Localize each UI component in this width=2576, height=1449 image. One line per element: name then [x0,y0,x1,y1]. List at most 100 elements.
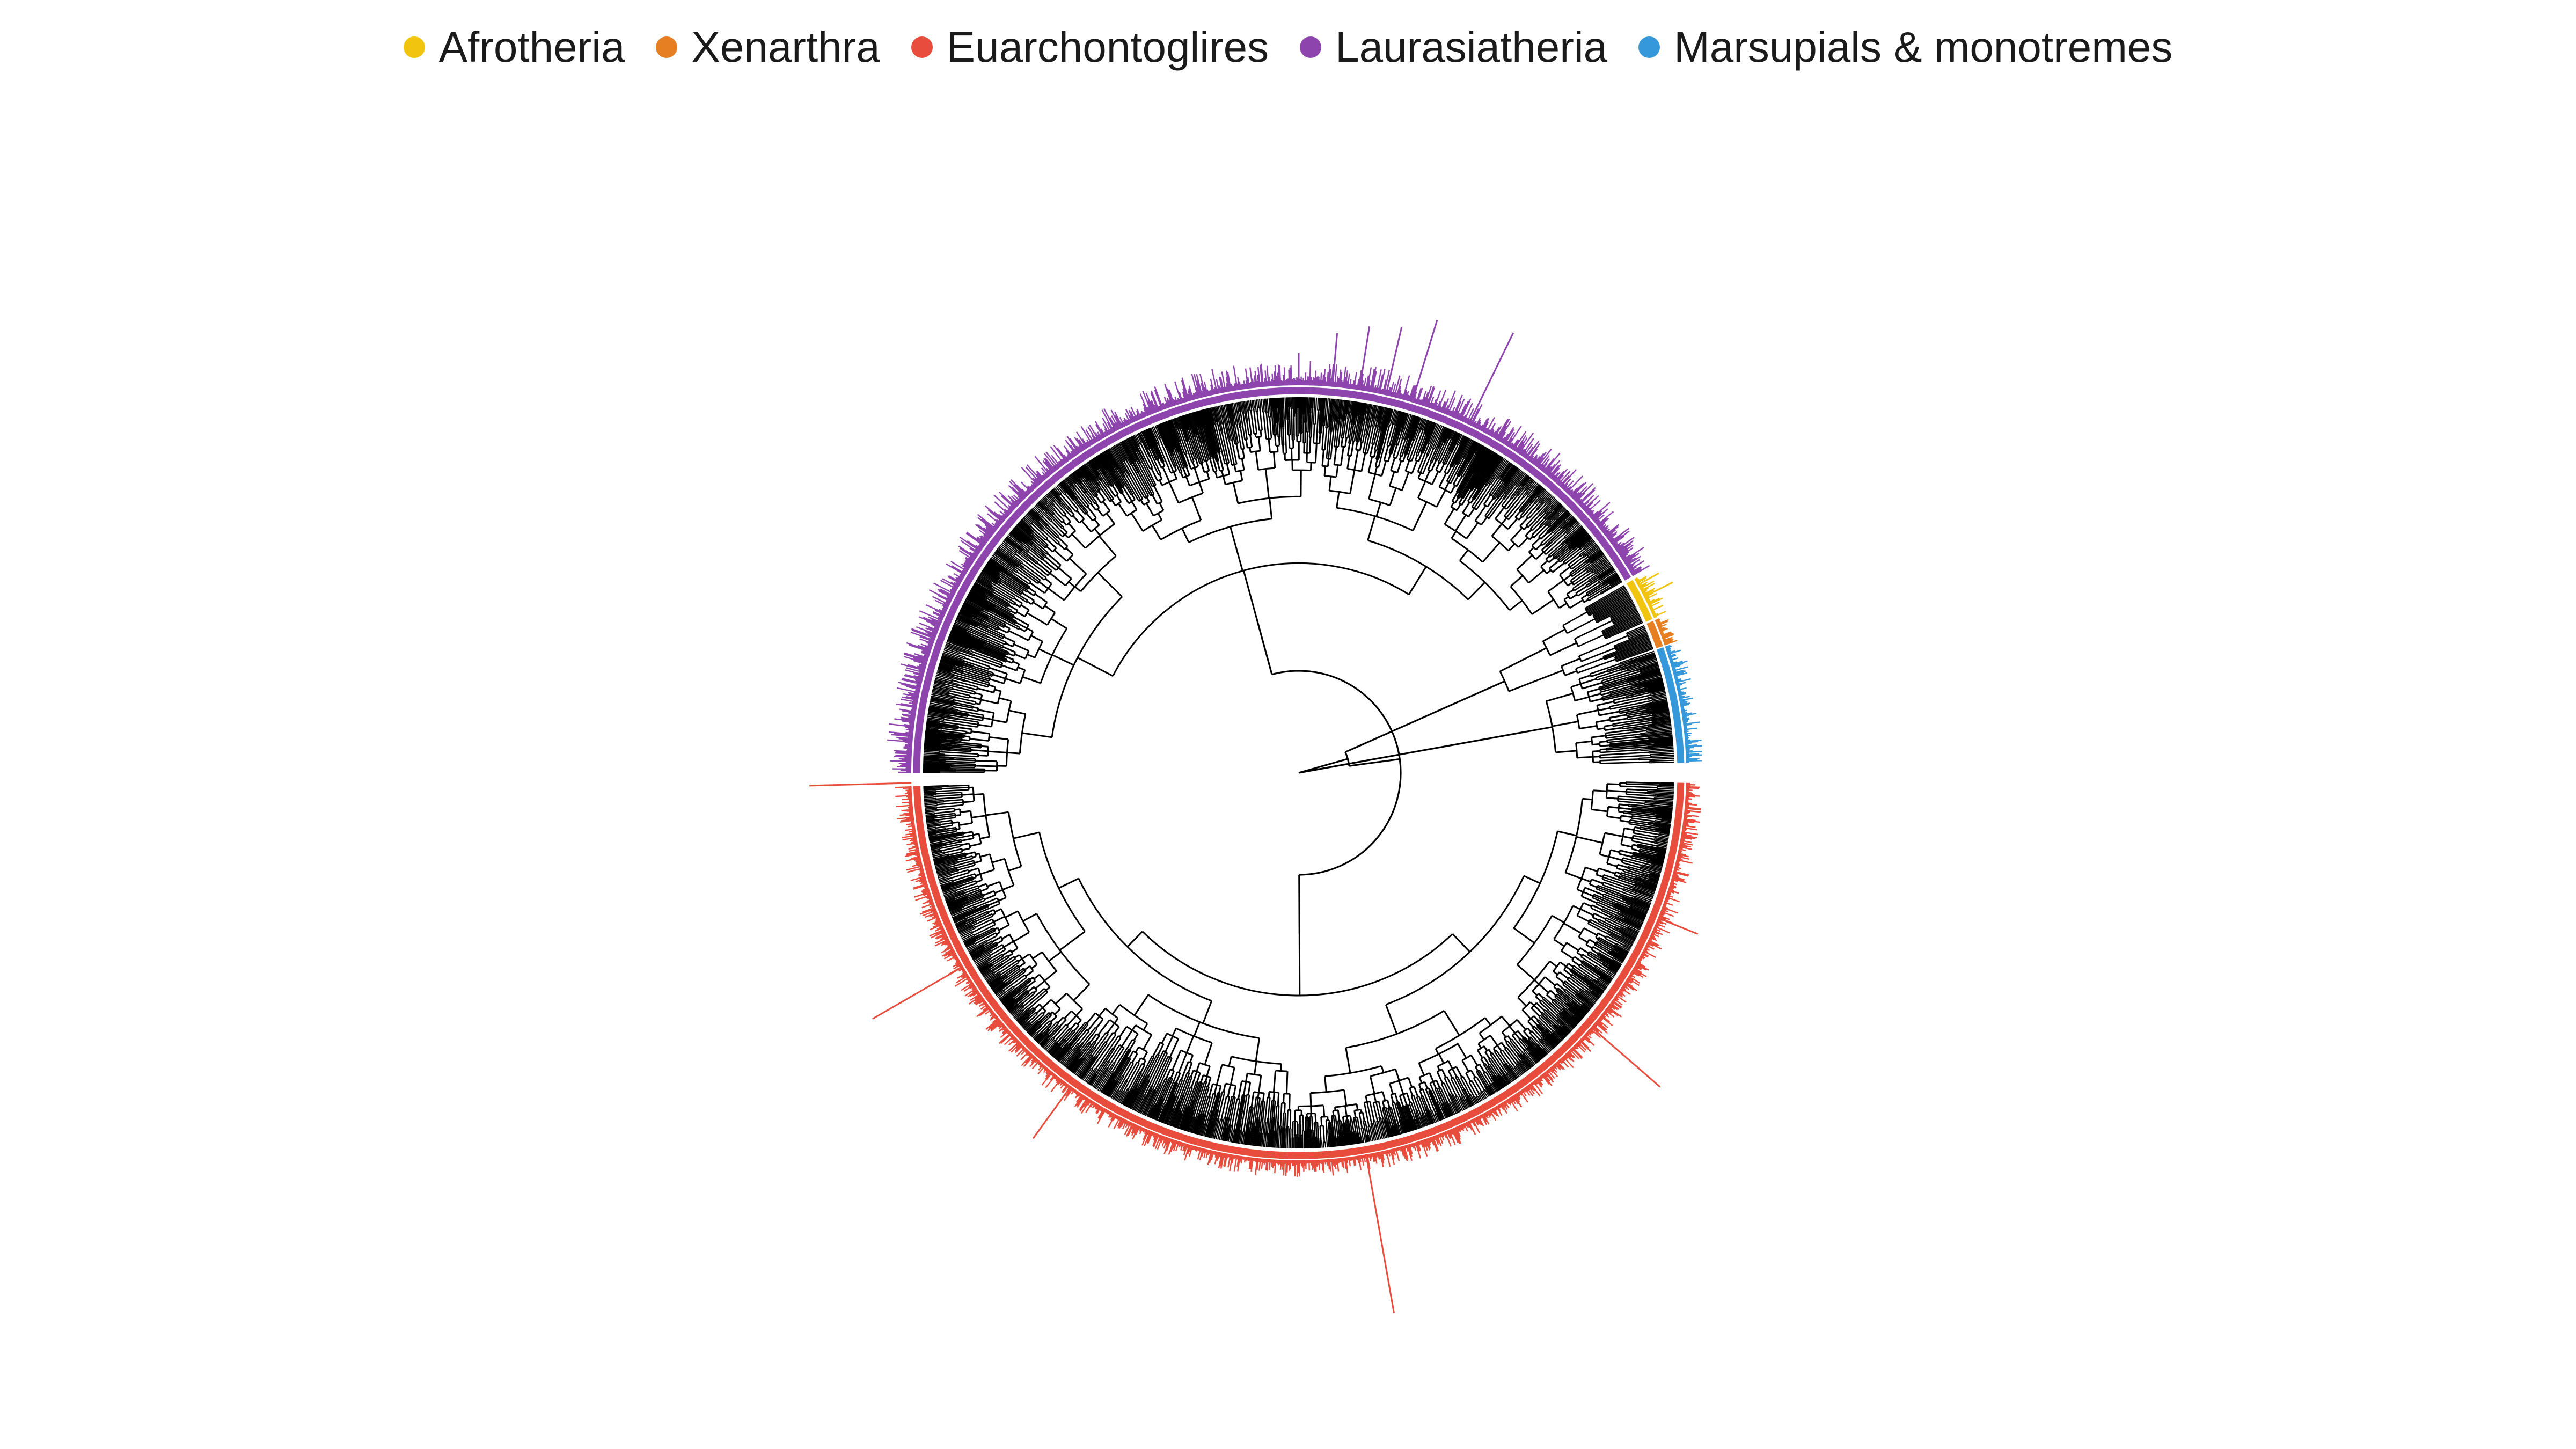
branch-arc [1053,501,1056,503]
branch [1483,1045,1488,1051]
branch-arc [1457,474,1460,478]
branch [987,881,1000,887]
branch-arc [1259,429,1262,431]
branch [1262,1093,1265,1102]
branch [1389,1083,1394,1094]
branch [1457,1043,1467,1059]
branch [1521,1009,1532,1020]
branch [960,843,970,846]
tip-branch [1501,1075,1509,1086]
branch [1596,888,1623,900]
branch [1555,990,1575,1007]
branch [1417,472,1422,479]
branch-arc [1158,473,1161,476]
tip-branch [1552,1033,1562,1043]
tip-branch [1660,831,1670,834]
branch [1565,872,1582,880]
tip-branch [1497,1078,1504,1088]
tip-branch [1648,821,1671,826]
branch-arc [1370,455,1374,458]
branch [1133,1033,1139,1041]
branch [1342,1116,1345,1124]
branch-arc [985,883,989,889]
branch-arc [983,592,985,594]
branch [1365,1095,1368,1102]
branch [1543,1011,1560,1027]
branch-arc [999,974,1002,976]
branch [1538,1024,1550,1037]
tip-branch [1607,930,1634,945]
tip-branch [1534,1049,1543,1059]
branch-arc [1555,1014,1558,1016]
branch [1631,840,1657,847]
branch-arc [1017,960,1020,963]
tip-branch [1538,1049,1546,1057]
branch-arc [1594,941,1598,946]
branch-arc [1620,911,1622,913]
branch [1628,866,1651,874]
branch [1373,450,1377,457]
branch [1304,422,1306,443]
branch-arc [1536,495,1539,497]
branch-arc [1592,978,1594,980]
branch-arc [987,617,990,619]
tip-branch [1630,906,1648,914]
tip-branch [1643,883,1657,888]
tip-branch [1534,1046,1545,1058]
branch-arc [1080,1048,1082,1051]
branch [979,853,990,858]
branch [1592,904,1602,910]
branch [1277,1092,1280,1106]
tip-branch [1582,1005,1590,1012]
branch [1048,951,1062,962]
branch [1087,1015,1100,1031]
branch [1307,1116,1310,1139]
branch-arc [1042,529,1044,531]
branch [1106,513,1115,525]
branch-arc [1600,908,1603,911]
branch-arc [1170,470,1177,474]
branch-arc [1488,1057,1491,1060]
tip-branch [1509,1065,1519,1078]
tip-branch [1623,888,1653,900]
branch [1621,862,1640,868]
branch-arc [1503,492,1506,494]
branch-arc [979,694,983,705]
tip-branch [1561,1011,1578,1026]
branch [1001,934,1010,940]
branch [1620,872,1636,878]
branch [1583,891,1594,897]
branch-arc [993,909,997,914]
branch [1287,420,1289,435]
branch-arc [1140,1057,1146,1062]
branch-arc [1155,1103,1158,1105]
tip-branch [1650,846,1667,852]
branch-arc [948,692,950,694]
branch [1159,502,1165,511]
branch-arc [1046,612,1056,626]
branch [1529,1001,1535,1006]
branch [1528,1037,1540,1050]
branch [1064,514,1071,522]
tip-branch [1561,1026,1570,1034]
branch [1289,1110,1292,1129]
branch-arc [1462,457,1465,460]
branch [1501,1015,1511,1027]
branch-arc [1460,443,1461,445]
branch [1095,502,1100,508]
tip-branch [1479,1092,1484,1101]
branch [1075,1008,1084,1016]
branch-arc [1563,989,1566,991]
branch-arc [1375,465,1379,469]
branch-arc [1219,469,1224,472]
branch-arc [1147,994,1260,1039]
tip-branch [923,790,936,792]
branch-arc [1475,452,1477,455]
branch [1005,910,1019,918]
branch [1369,1075,1375,1094]
branch [1622,859,1642,866]
branch [1623,812,1656,818]
tip-branch [1541,1038,1553,1051]
branch-arc [1630,855,1633,858]
branch-arc [1028,1007,1030,1009]
